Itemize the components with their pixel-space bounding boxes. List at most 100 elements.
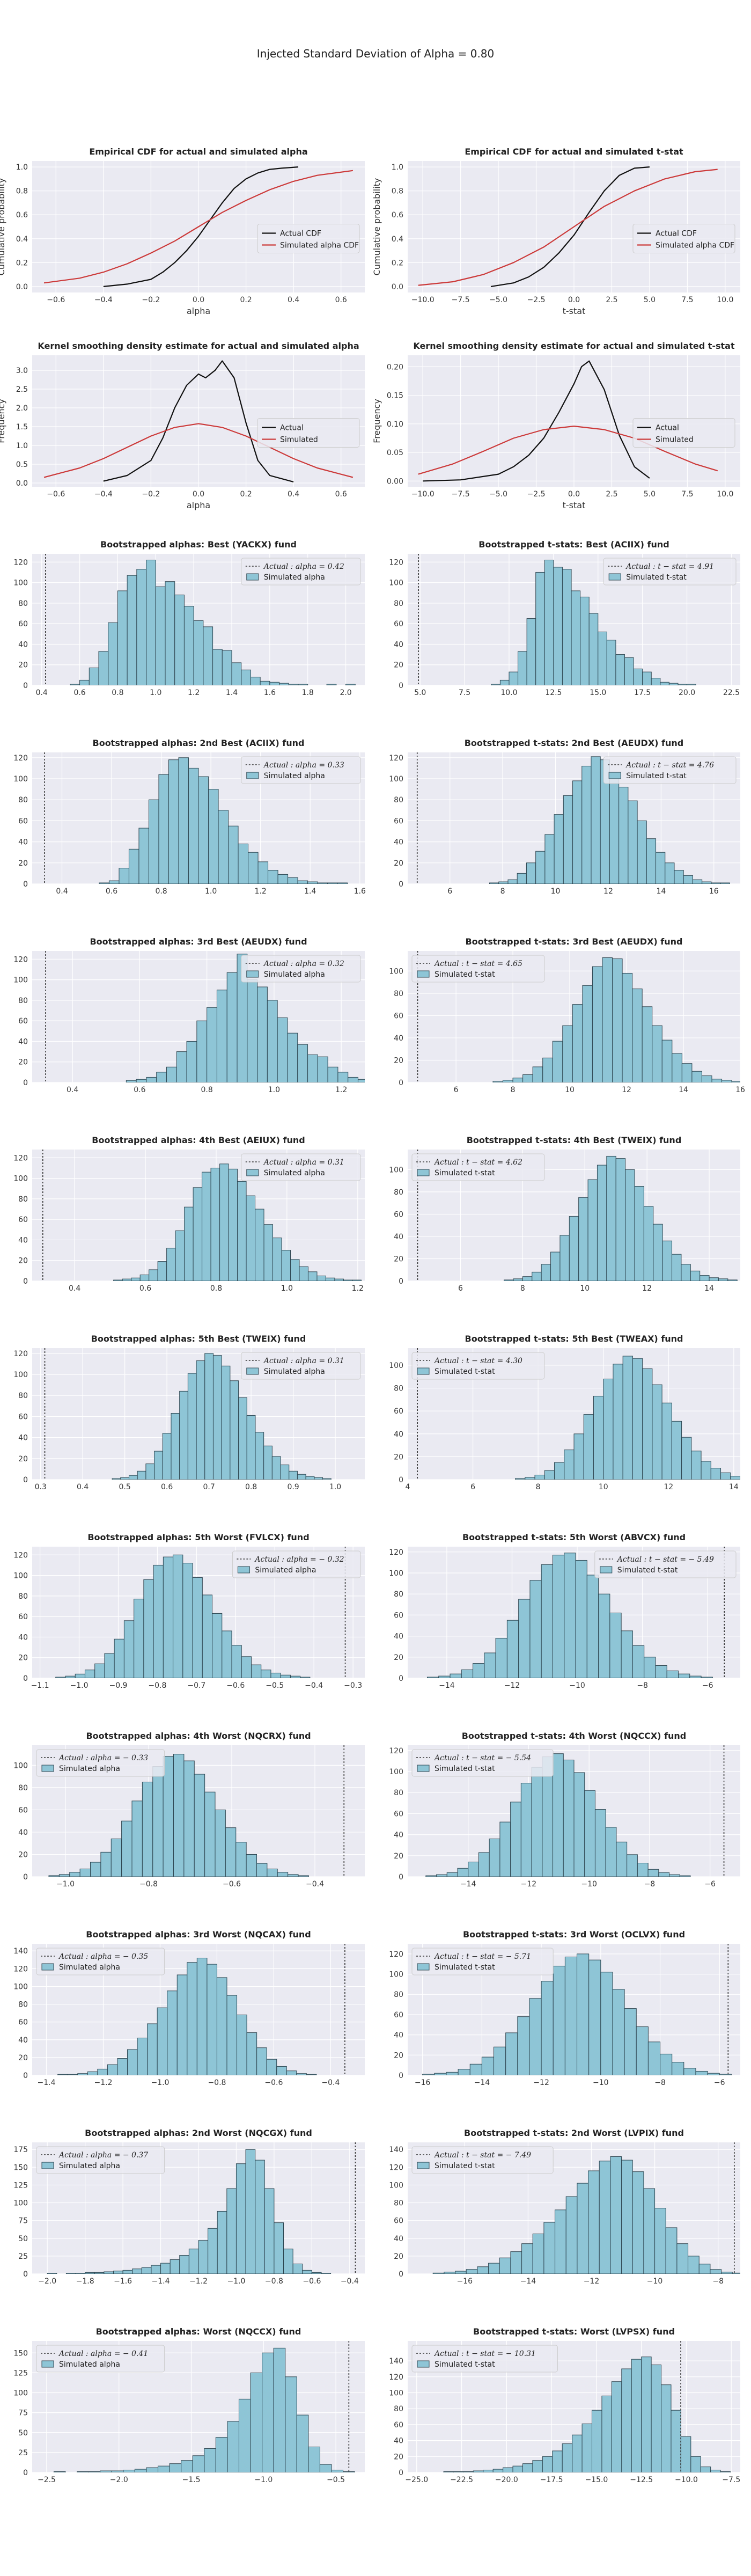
histogram-bar	[526, 618, 536, 685]
x-tick-label: 0.4	[36, 689, 48, 697]
legend-actual-label: Actual : t − stat = − 5.54	[433, 1754, 531, 1762]
x-tick-label: −1.0	[56, 1880, 75, 1889]
y-tick-label: 100	[389, 579, 403, 588]
histogram-bar	[656, 852, 666, 884]
histogram-bar	[554, 1462, 565, 1480]
series-line-actual	[103, 360, 294, 482]
legend-box	[257, 418, 360, 448]
x-tick-label: 1.2	[335, 1086, 347, 1094]
histogram-bar	[665, 2227, 678, 2274]
x-tick-label: −6	[714, 2079, 725, 2087]
x-tick-label: −0.2	[142, 490, 160, 499]
y-tick-label: 0	[23, 1476, 28, 1484]
histogram-bar	[628, 800, 638, 884]
histogram-bar	[151, 2265, 161, 2274]
histogram-bar	[286, 2070, 297, 2075]
histogram-bar	[157, 2007, 168, 2075]
histogram-bar	[541, 1264, 551, 1281]
legend-simulated-label: Simulated alpha	[264, 772, 325, 780]
y-tick-label: 60	[394, 2011, 403, 2019]
x-tick-label: −25.0	[405, 2476, 428, 2484]
histogram-bar	[661, 2384, 672, 2472]
histogram-bar	[178, 757, 189, 884]
histogram-bar	[598, 631, 607, 685]
legend-simulated-swatch	[41, 2360, 54, 2368]
y-tick-label: 40	[394, 2235, 403, 2243]
legend-box	[632, 224, 735, 253]
y-tick-label: 80	[18, 1392, 28, 1400]
histogram-bar	[624, 2008, 637, 2075]
histogram-bar	[571, 590, 581, 685]
series-line-simulated	[43, 423, 354, 478]
legend-actual-label: Actual : alpha = − 0.35	[58, 1952, 148, 1961]
histogram-bar	[317, 882, 328, 884]
x-tick-label: 12	[622, 1086, 631, 1094]
legend-label-simulated: Simulated	[656, 436, 694, 444]
x-tick-label: −2.5	[527, 296, 546, 304]
histogram-bar	[337, 1072, 349, 1082]
y-tick-label: 60	[18, 1806, 28, 1814]
x-tick-label: −1.2	[94, 2079, 112, 2087]
histogram-bar	[274, 2222, 284, 2274]
x-tick-label: −8	[644, 1880, 656, 1889]
histogram-bar	[583, 1414, 594, 1480]
histogram-bar	[610, 2156, 622, 2274]
x-tick-label: 0.0	[193, 490, 204, 499]
y-tick-label: 100	[389, 2181, 403, 2190]
plot-area	[418, 554, 696, 685]
legend-actual-label: Actual : alpha = 0.31	[263, 1357, 344, 1365]
legend-simulated-swatch	[246, 772, 259, 779]
histogram-bar	[296, 2414, 309, 2472]
histogram-bar	[269, 682, 280, 685]
x-tick-label: 1.0	[268, 1086, 280, 1094]
histogram-bar	[251, 1664, 262, 1678]
subplot-title: Bootstrapped t-stats: 2nd Worst (LVPIX) …	[464, 2128, 684, 2138]
histogram-bar	[700, 1275, 710, 1281]
histogram-bar	[58, 1874, 70, 1877]
histogram-bar	[674, 870, 684, 884]
y-tick-label: 80	[394, 796, 403, 804]
subplot-20: −16 −14 −12 −10 −8 −6 0 20 40 60 80 100 120 Bootstrap…	[389, 1929, 740, 2087]
x-tick-label: 0.0	[568, 490, 580, 499]
histogram-bar	[711, 882, 721, 884]
histogram-bar	[215, 1809, 226, 1877]
x-tick-label: 5.0	[644, 296, 656, 304]
y-tick-label: 100	[389, 2389, 403, 2398]
x-tick-label: −1.6	[114, 2277, 132, 2286]
histogram-bar	[122, 1278, 132, 1281]
legend-box	[232, 1550, 361, 1578]
legend-simulated-swatch	[237, 1566, 250, 1574]
series-line-simulated	[43, 170, 354, 284]
histogram-bar	[192, 1577, 203, 1678]
histogram-bar	[250, 677, 261, 685]
histogram-bar	[319, 2464, 332, 2472]
y-tick-label: 80	[18, 997, 28, 1005]
histogram-bar	[681, 1063, 693, 1082]
histogram-bar	[588, 1959, 601, 2075]
x-tick-label: −1.0	[227, 2277, 245, 2286]
y-tick-label: 100	[13, 775, 28, 784]
histogram-bar	[450, 1673, 462, 1678]
histogram-bar	[238, 2398, 251, 2472]
histogram-bar	[256, 1863, 268, 1877]
y-tick-label: 40	[394, 1633, 403, 1641]
subplot-title: Empirical CDF for actual and simulated t…	[465, 147, 683, 157]
histogram-bar	[731, 1081, 740, 1082]
histogram-bar	[606, 1155, 616, 1281]
subplot-title: Bootstrapped alphas: 4th Best (AEIUX) fu…	[92, 1135, 305, 1145]
histogram-bar	[145, 1463, 155, 1480]
y-tick-label: 60	[18, 620, 28, 628]
legend-label-simulated: Simulated alpha CDF	[280, 241, 359, 250]
histogram-bar	[529, 1580, 542, 1678]
y-tick-label: 120	[13, 1350, 28, 1358]
y-tick-label: 125	[13, 2181, 28, 2190]
x-tick-label: −12.5	[630, 2476, 653, 2484]
histogram-bar	[651, 2365, 662, 2472]
subplot-title: Bootstrapped t-stats: Worst (LVPSX) fund	[473, 2326, 675, 2337]
histogram-bar	[681, 1437, 692, 1480]
histogram-bar	[678, 684, 688, 685]
y-tick-label: 20	[394, 1255, 403, 1263]
y-tick-label: 0.0	[392, 283, 403, 291]
histogram-bar	[605, 1827, 617, 1877]
y-tick-label: 100	[13, 1982, 28, 1991]
